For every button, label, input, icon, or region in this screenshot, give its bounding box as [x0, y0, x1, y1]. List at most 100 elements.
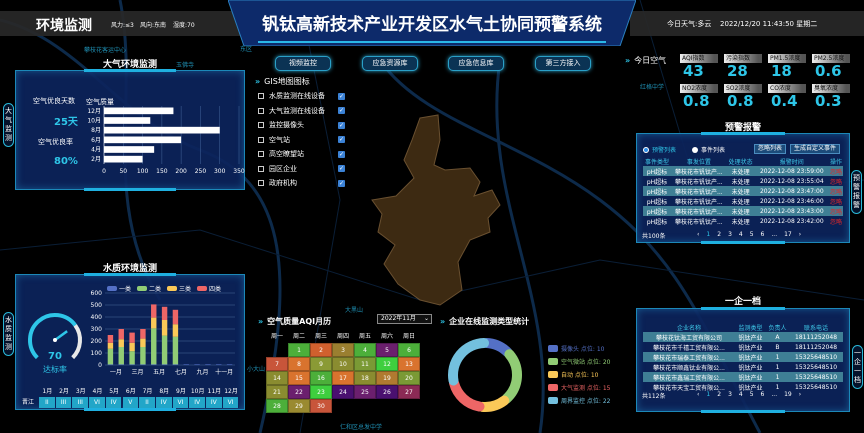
calendar-day[interactable]: 9	[310, 357, 332, 371]
month-select[interactable]: 2022年11月 ⌄	[377, 314, 432, 324]
checkbox-checked-icon[interactable]: ✓	[338, 107, 345, 114]
calendar-day[interactable]: 17	[332, 371, 354, 385]
gis-layer-item[interactable]: 高空瞭望站 ✓	[258, 149, 350, 159]
gis-layer-item[interactable]: 政府机构 ✓	[258, 178, 350, 188]
create-event-button[interactable]: 生成自定义事件	[790, 144, 841, 154]
page-button[interactable]: 6	[760, 231, 765, 238]
table-row[interactable]: pH超标 攀枝花市钒钛产... 未处理 2022-12-08 23:42:00 忽略	[643, 216, 843, 226]
page-button[interactable]: 3	[728, 231, 732, 238]
page-button[interactable]: 2	[717, 231, 722, 238]
table-row[interactable]: 攀枝花市鑫瑞工贸有限公... 钒钛产业 1 15325648510	[643, 372, 843, 382]
calendar-day[interactable]: 15	[288, 371, 310, 385]
page-button[interactable]: 2	[717, 391, 722, 398]
calendar-day[interactable]: 25	[354, 385, 376, 399]
table-row[interactable]: pH超标 攀枝花市钒钛产... 未处理 2022-12-08 23:43:00 忽略	[643, 206, 843, 216]
gis-layer-item[interactable]: 监控摄像头 ✓	[258, 120, 350, 130]
enterprise-side-tab[interactable]: 一企一档	[852, 345, 863, 389]
gis-layer-item[interactable]: 园区企业 ✓	[258, 164, 350, 174]
table-row[interactable]: pH超标 攀枝花市钒钛产... 未处理 2022-12-08 23:55:04 忽略	[643, 176, 843, 186]
calendar-day[interactable]: 19	[376, 371, 398, 385]
page-button[interactable]: 1	[706, 391, 711, 398]
calendar-day[interactable]: 29	[288, 399, 310, 413]
page-button[interactable]: 1	[706, 231, 711, 238]
table-row[interactable]: pH超标 攀枝花市钒钛产... 未处理 2022-12-08 23:47:00 忽略	[643, 186, 843, 196]
ignore-link[interactable]: 忽略	[828, 186, 843, 196]
donut-slice[interactable]	[449, 378, 485, 412]
prev-page-icon[interactable]: ‹	[697, 231, 700, 238]
district-region[interactable]	[371, 114, 501, 306]
calendar-day[interactable]: 21	[266, 385, 288, 399]
calendar-day[interactable]: 10	[332, 357, 354, 371]
checkbox-checked-icon[interactable]: ✓	[338, 121, 345, 129]
checkbox-checked-icon[interactable]: ✓	[338, 136, 345, 143]
table-row[interactable]: 攀枝花市千禧工贸有限公... 钒钛产业 B 18111252048	[643, 342, 843, 352]
emergency-resource-button[interactable]: 应急资源库	[362, 56, 418, 71]
ignore-link[interactable]: 忽略	[828, 166, 843, 176]
calendar-day[interactable]: 13	[398, 357, 420, 371]
gis-layer-item[interactable]: 大气监测在线设备 ✓	[258, 106, 350, 116]
table-row[interactable]: 攀枝花市瑞泰工贸有限公... 钒钛产业 1 15325648510	[643, 352, 843, 362]
alerts-side-tab[interactable]: 预警报警	[851, 170, 862, 214]
air-side-tab[interactable]: 大气监测	[3, 103, 14, 147]
calendar-day[interactable]: 18	[354, 371, 376, 385]
prev-page-icon[interactable]: ‹	[697, 391, 700, 398]
page-button[interactable]: ...	[771, 231, 778, 238]
gis-layer-item[interactable]: 水质监测在线设备 ✓	[258, 91, 350, 101]
checkbox-checked-icon[interactable]: ✓	[338, 92, 345, 100]
calendar-day[interactable]: 24	[332, 385, 354, 399]
radio-alert-list[interactable]: 预警列表	[643, 145, 676, 154]
donut-slice[interactable]	[448, 338, 490, 386]
calendar-day[interactable]: 16	[310, 371, 332, 385]
calendar-day[interactable]: 4	[354, 343, 376, 357]
checkbox-checked-icon[interactable]: ✓	[338, 179, 345, 187]
ignore-link[interactable]: 忽略	[829, 198, 842, 206]
calendar-day[interactable]: 1	[288, 343, 310, 357]
ignore-link[interactable]: 忽略	[829, 218, 842, 226]
calendar-day[interactable]: 27	[398, 385, 420, 399]
table-row[interactable]: pH超标 攀枝花市钒钛产... 未处理 2022-12-08 23:46:00 忽略	[643, 196, 843, 206]
table-row[interactable]: pH超标 攀枝花市钒钛产... 未处理 2022-12-08 23:59:00 忽略	[643, 166, 843, 176]
page-button[interactable]: ...	[771, 391, 778, 398]
page-button[interactable]: 3	[728, 391, 732, 398]
calendar-day[interactable]: 7	[266, 357, 288, 371]
gis-layer-item[interactable]: 空气站 ✓	[258, 135, 350, 145]
calendar-day[interactable]: 26	[376, 385, 398, 399]
table-row[interactable]: 攀枝花市顺鑫钛业有限公... 钒钛产业 1 15325648510	[643, 362, 843, 372]
calendar-day[interactable]: 3	[332, 343, 354, 357]
calendar-day[interactable]: 6	[398, 343, 420, 357]
calendar-day[interactable]: 28	[266, 399, 288, 413]
radio-event-list[interactable]: 事件列表	[692, 145, 725, 154]
calendar-day[interactable]: 14	[266, 371, 288, 385]
calendar-day[interactable]: 2	[310, 343, 332, 357]
page-button[interactable]: 5	[749, 391, 754, 398]
page-button[interactable]: 5	[749, 231, 754, 238]
calendar-day[interactable]: 5	[376, 343, 398, 357]
third-party-button[interactable]: 第三方接入	[535, 56, 591, 71]
page-button[interactable]: 6	[760, 391, 765, 398]
ignore-list-button[interactable]: 忽略列表	[754, 144, 787, 154]
page-button[interactable]: 19	[784, 391, 792, 398]
water-side-tab[interactable]: 水质监测	[3, 312, 14, 356]
ignore-link[interactable]: 忽略	[829, 178, 842, 186]
video-monitor-button[interactable]: 视频监控	[275, 56, 331, 71]
calendar-day[interactable]: 8	[288, 357, 310, 371]
page-button[interactable]: 4	[738, 391, 743, 398]
donut-slice[interactable]	[481, 338, 513, 358]
checkbox-checked-icon[interactable]: ✓	[338, 165, 345, 172]
calendar-day[interactable]: 11	[354, 357, 376, 371]
next-page-icon[interactable]: ›	[798, 231, 802, 238]
donut-slice[interactable]	[501, 349, 522, 404]
calendar-day[interactable]: 23	[310, 385, 332, 399]
calendar-day[interactable]: 22	[288, 385, 310, 399]
page-button[interactable]: 17	[784, 231, 792, 238]
calendar-day[interactable]: 12	[376, 357, 398, 371]
calendar-day[interactable]: 30	[310, 399, 332, 413]
table-row[interactable]: 攀枝花钛海工贸有限公司 钒钛产业 A 18111252048	[643, 332, 843, 342]
page-button[interactable]: 4	[738, 231, 743, 238]
calendar-day[interactable]: 20	[398, 371, 420, 385]
donut-slice[interactable]	[477, 395, 510, 412]
table-row[interactable]: 攀枝花市天宝工贸有限公... 钒钛产业 1 15325648510	[643, 382, 843, 392]
checkbox-checked-icon[interactable]: ✓	[338, 150, 345, 158]
emergency-info-button[interactable]: 应急信息库	[448, 56, 504, 71]
ignore-link[interactable]: 忽略	[828, 206, 843, 216]
